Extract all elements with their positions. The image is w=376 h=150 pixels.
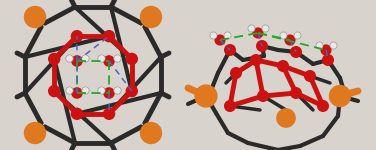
Point bbox=[106, 92, 112, 94]
Point bbox=[337, 95, 343, 97]
Point bbox=[74, 60, 80, 62]
Point bbox=[129, 90, 135, 92]
Point bbox=[323, 49, 329, 51]
Point bbox=[114, 57, 120, 59]
Point bbox=[51, 58, 57, 60]
Point bbox=[74, 92, 80, 94]
Point bbox=[325, 59, 331, 61]
Point bbox=[82, 57, 88, 59]
Point bbox=[280, 34, 286, 36]
Point bbox=[210, 34, 216, 36]
Point bbox=[32, 132, 38, 134]
Point bbox=[248, 27, 254, 29]
Point bbox=[260, 95, 266, 97]
Point bbox=[148, 16, 154, 18]
Point bbox=[294, 34, 300, 36]
Point bbox=[51, 90, 57, 92]
Point bbox=[330, 44, 336, 46]
Point bbox=[316, 44, 322, 46]
Point bbox=[106, 60, 112, 62]
Point bbox=[98, 57, 104, 59]
Point bbox=[74, 113, 80, 115]
Point bbox=[227, 105, 233, 107]
Point bbox=[203, 95, 209, 97]
Point bbox=[106, 113, 112, 115]
Point bbox=[74, 35, 80, 37]
Point bbox=[114, 89, 120, 91]
Point bbox=[283, 117, 289, 119]
Point bbox=[253, 59, 259, 61]
Point bbox=[280, 65, 286, 67]
Point bbox=[224, 34, 230, 36]
Point bbox=[255, 32, 261, 34]
Point bbox=[320, 105, 326, 107]
Point bbox=[287, 39, 293, 41]
Point bbox=[293, 92, 299, 94]
Point bbox=[66, 89, 72, 91]
Point bbox=[98, 89, 104, 91]
Point bbox=[129, 58, 135, 60]
Point bbox=[227, 49, 233, 51]
Point bbox=[307, 75, 313, 77]
Point bbox=[217, 39, 223, 41]
Point bbox=[233, 72, 239, 74]
Point bbox=[148, 132, 154, 134]
Point bbox=[32, 16, 38, 18]
Point bbox=[259, 45, 265, 47]
Point bbox=[66, 57, 72, 59]
Point bbox=[262, 27, 268, 29]
Point bbox=[293, 51, 299, 53]
Point bbox=[106, 35, 112, 37]
Point bbox=[82, 89, 88, 91]
